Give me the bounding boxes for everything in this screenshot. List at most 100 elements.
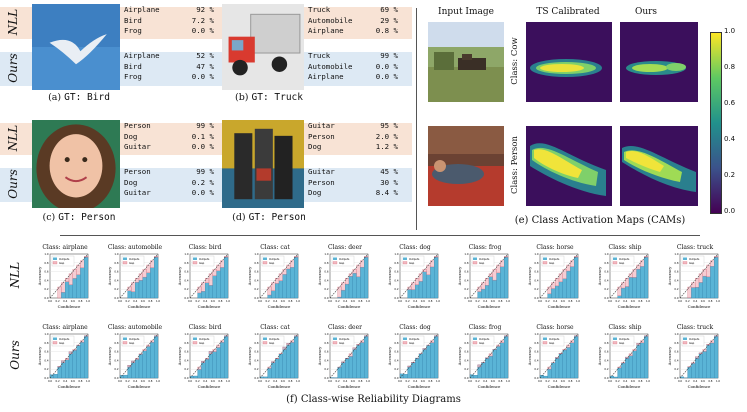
y-tick-label: 1.0 [324, 332, 328, 336]
x-tick-label: 0.0 [188, 299, 192, 303]
outputs-bar [337, 367, 342, 379]
prediction-prob: 0.0 % [191, 188, 214, 197]
prediction-prob: 7.2 % [191, 15, 214, 25]
gap-bar [212, 269, 217, 276]
outputs-bar [500, 266, 505, 299]
y-tick-label: 0.6 [184, 270, 188, 274]
outputs-bar [80, 341, 85, 379]
x-tick-label: 0.4 [553, 299, 557, 303]
outputs-bar [555, 357, 560, 379]
y-axis-label: Accuracy [597, 346, 602, 366]
y-tick-label: 0.8 [394, 341, 398, 345]
prediction-class: Bird [124, 15, 142, 25]
cam-caption: (e) Class Activation Maps (CAMs) [514, 215, 686, 226]
gap-bar [691, 282, 696, 288]
y-tick-label: 0.8 [674, 341, 678, 345]
y-tick-label: 1.0 [184, 252, 188, 256]
y-tick-label: 0.0 [324, 296, 328, 300]
x-tick-label: 0.8 [428, 379, 432, 383]
reliability-diagram-bird: Class: bird Outputs Gap 0.0 0.0 0.2 0.2 0.4 0.4 0… [170, 238, 240, 314]
x-tick-label: 0.8 [498, 299, 502, 303]
y-tick-label: 1.0 [184, 332, 188, 336]
y-axis-label: Accuracy [387, 266, 392, 286]
gap-bar [360, 260, 365, 268]
outputs-bar [72, 349, 77, 379]
x-tick-label: 0.2 [56, 379, 60, 383]
y-tick-label: 1.0 [464, 332, 468, 336]
prediction-row: Automobile 0.0 % [308, 62, 398, 73]
diagonal-line [49, 333, 89, 379]
outputs-bar [492, 349, 497, 379]
outputs-bar [138, 280, 143, 299]
y-tick-label: 0.6 [44, 350, 48, 354]
y-axis-label: Accuracy [247, 346, 252, 366]
title-prefix: Class: [107, 324, 129, 331]
x-tick-label: 0.4 [343, 379, 347, 383]
outputs-bar [574, 335, 579, 379]
x-tick-label: 1.0 [86, 299, 90, 303]
outputs-bar [53, 374, 58, 379]
x-axis-label: Confidence [268, 384, 291, 389]
x-tick-label: 0.2 [266, 379, 270, 383]
x-axis-label: Confidence [688, 384, 711, 389]
x-tick-label: 0.0 [48, 299, 52, 303]
y-tick-label: 0.4 [324, 358, 328, 362]
legend-gap: Gap [269, 341, 275, 345]
x-tick-label: 0.2 [546, 299, 550, 303]
legend-gap: Gap [689, 261, 695, 265]
legend-outputs: Outputs [479, 337, 490, 341]
x-tick-label: 0.8 [148, 299, 152, 303]
x-tick-label: 0.6 [421, 299, 425, 303]
gap-bar [138, 273, 143, 281]
x-tick-label: 0.6 [701, 299, 705, 303]
cam-ours-person [620, 126, 698, 206]
cam-col-title-ts: TS Calibrated [536, 7, 600, 17]
gap-bar [68, 351, 73, 354]
y-tick-label: 0.2 [184, 287, 188, 291]
y-tick-label: 0.2 [604, 367, 608, 371]
outputs-bar [504, 335, 509, 379]
reliability-title: Class: deer [310, 244, 380, 251]
legend-gap: Gap [129, 341, 135, 345]
x-tick-label: 0.8 [148, 379, 152, 383]
prediction-row: Truck 99 % [308, 51, 398, 62]
title-class: automobile [128, 244, 163, 251]
outputs-bar [485, 357, 490, 379]
outputs-bar [282, 346, 287, 379]
outputs-bar [263, 376, 268, 379]
gap-bar [197, 286, 202, 294]
diagonal-line [119, 253, 159, 299]
y-tick-label: 0.4 [534, 278, 538, 282]
reliability-title: Class: truck [660, 244, 730, 251]
x-tick-label: 0.4 [413, 379, 417, 383]
outputs-bar [84, 256, 89, 299]
x-tick-label: 0.8 [568, 299, 572, 303]
colorbar [710, 32, 722, 214]
y-tick-label: 1.0 [534, 332, 538, 336]
x-tick-label: 0.0 [48, 379, 52, 383]
title-class: airplane [62, 324, 88, 331]
x-tick-label: 0.4 [273, 299, 277, 303]
y-tick-label: 0.6 [464, 270, 468, 274]
outputs-bar [691, 287, 696, 299]
outputs-bar [65, 281, 70, 299]
outputs-bar [644, 256, 649, 299]
x-tick-label: 0.2 [406, 299, 410, 303]
x-tick-label: 0.4 [623, 299, 627, 303]
outputs-bar [485, 285, 490, 299]
outputs-bar [706, 344, 711, 379]
gap-bar [415, 278, 420, 285]
prediction-prob: 1.2 % [375, 142, 398, 151]
diagonal-line [259, 333, 299, 379]
outputs-bar [411, 289, 416, 299]
x-tick-label: 0.2 [476, 299, 480, 303]
outputs-bar [691, 363, 696, 379]
prediction-class: Bird [124, 61, 142, 71]
legend-gap: Gap [199, 261, 205, 265]
outputs-bar [146, 346, 151, 379]
y-tick-label: 0.0 [394, 296, 398, 300]
